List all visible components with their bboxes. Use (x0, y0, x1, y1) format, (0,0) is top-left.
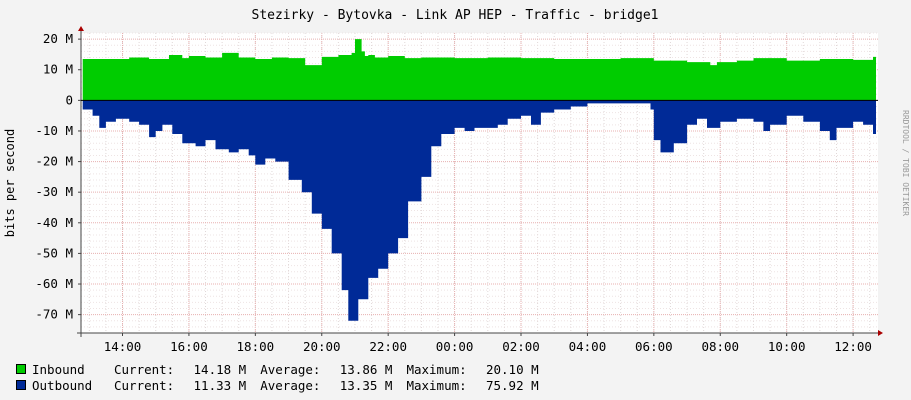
x-tick-label: 20:00 (303, 339, 341, 354)
y-tick-label: -40 M (35, 215, 73, 230)
inbound-swatch (16, 364, 26, 374)
y-axis-arrow-icon (78, 26, 84, 31)
legend-row-inbound: Inbound Current: 14.18 M Average: 13.86 … (16, 361, 539, 377)
outbound-current: 11.33 M (193, 377, 247, 393)
series-area-inbound (82, 39, 876, 101)
average-label: Average: (260, 377, 321, 393)
inbound-average: 13.86 M (339, 361, 393, 377)
x-tick-label: 18:00 (237, 339, 275, 354)
x-tick-label: 12:00 (834, 339, 872, 354)
traffic-chart: Stezirky - Bytovka - Link AP HEP - Traff… (3, 8, 910, 354)
y-tick-label: -50 M (35, 245, 73, 260)
x-tick-label: 16:00 (170, 339, 208, 354)
outbound-maximum: 75.92 M (485, 377, 539, 393)
y-tick-label: -20 M (35, 154, 73, 169)
y-axis-label: bits per second (3, 129, 17, 237)
rrdtool-watermark: RRDTOOL / TOBI OETIKER (901, 110, 910, 216)
maximum-label: Maximum: (406, 361, 467, 377)
outbound-swatch (16, 380, 26, 390)
chart-title: Stezirky - Bytovka - Link AP HEP - Traff… (252, 8, 659, 23)
current-label: Current: (114, 361, 175, 377)
x-tick-label: 08:00 (701, 339, 739, 354)
axes (77, 26, 883, 337)
x-tick-label: 00:00 (436, 339, 474, 354)
legend: Inbound Current: 14.18 M Average: 13.86 … (16, 361, 539, 393)
outbound-average: 13.35 M (339, 377, 393, 393)
x-tick-label: 22:00 (369, 339, 407, 354)
y-tick-label: -10 M (35, 123, 73, 138)
maximum-label: Maximum: (406, 377, 467, 393)
x-axis-arrow-icon (878, 330, 883, 336)
y-tick-label: -60 M (35, 276, 73, 291)
x-tick-label: 14:00 (104, 339, 142, 354)
x-tick-label: 06:00 (635, 339, 673, 354)
average-label: Average: (260, 361, 321, 377)
inbound-maximum: 20.10 M (485, 361, 539, 377)
inbound-current: 14.18 M (193, 361, 247, 377)
current-label: Current: (114, 377, 175, 393)
x-tick-labels: 14:00 16:00 18:00 20:00 22:00 00:00 02:00 04:00… (104, 333, 872, 354)
series-area-outbound (82, 100, 876, 321)
y-tick-label: 10 M (43, 62, 73, 77)
y-tick-label: 0 (65, 92, 73, 107)
inbound-name: Inbound (32, 361, 85, 377)
y-tick-label: 20 M (43, 31, 73, 46)
outbound-name: Outbound (32, 377, 93, 393)
y-tick-label: -30 M (35, 184, 73, 199)
x-tick-label: 04:00 (569, 339, 607, 354)
legend-row-outbound: Outbound Current: 11.33 M Average: 13.35… (16, 377, 539, 393)
x-tick-label: 02:00 (502, 339, 540, 354)
y-tick-labels: 20 M 10 M 0 -10 M -20 M -30 M -40 M -50 M -60 M -… (35, 31, 81, 322)
series-areas (82, 39, 876, 321)
y-tick-label: -70 M (35, 307, 73, 322)
x-tick-label: 10:00 (768, 339, 806, 354)
